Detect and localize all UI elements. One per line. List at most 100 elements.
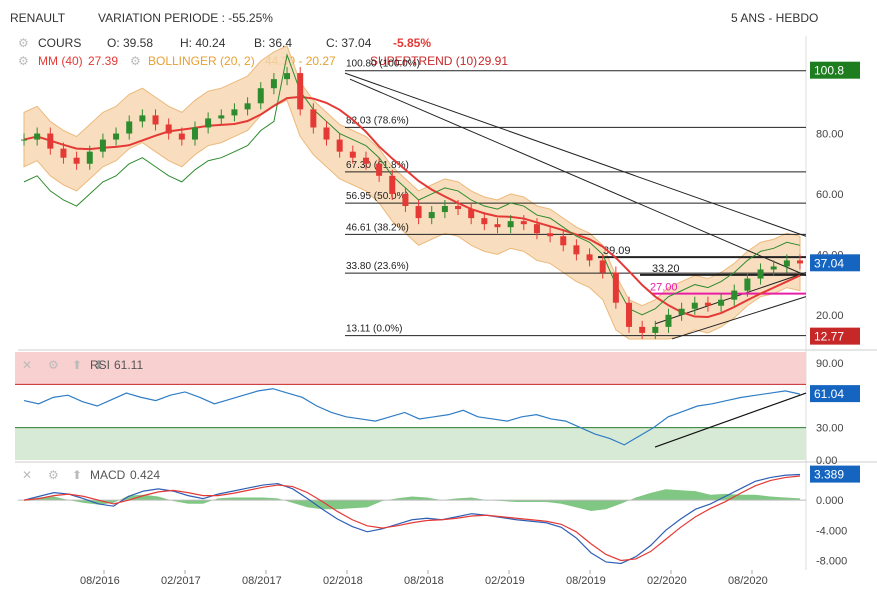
moving-average-line: [23, 95, 801, 318]
x-tick-label: 08/2018: [404, 575, 444, 587]
candle-body: [652, 326, 659, 333]
supertrend-label: SUPERTREND (10): [370, 54, 478, 68]
move-down-icon[interactable]: ⬇: [94, 358, 105, 372]
close-icon[interactable]: ✕: [22, 358, 33, 372]
candle-body: [60, 148, 67, 158]
move-up-icon[interactable]: ⬆: [72, 468, 83, 482]
change-value: -5.85%: [393, 36, 432, 50]
candle-body: [402, 193, 409, 207]
candle-body: [428, 212, 435, 219]
candle-body: [547, 233, 554, 237]
candle-body: [744, 278, 751, 291]
candle-body: [323, 127, 330, 140]
settings-icon[interactable]: ⚙: [18, 54, 29, 68]
x-tick-label: 08/2017: [242, 575, 282, 587]
rsi-badge-text: 61.04: [814, 387, 844, 401]
symbol-title: RENAULT: [10, 11, 66, 25]
oversold-zone: [15, 427, 806, 460]
variation-text: VARIATION PERIODE : -55.25%: [98, 11, 273, 25]
candle-body: [494, 224, 501, 228]
open-value: O: 39.58: [107, 36, 154, 50]
candle-body: [165, 124, 172, 134]
candle-body: [560, 236, 567, 246]
high-badge-text: 100.8: [814, 64, 844, 78]
candle-body: [704, 302, 711, 306]
candle-body: [21, 139, 27, 141]
rsi-label: RSI: [90, 358, 111, 372]
price-legend: ⚙ COURS O: 39.58 H: 40.24 B: 36.4 C: 37.…: [18, 36, 478, 70]
candle-body: [349, 151, 356, 158]
candle-body: [270, 79, 277, 89]
candle-body: [336, 139, 343, 152]
supertrend-line: [23, 53, 801, 316]
mm-label: MM (40): [38, 54, 83, 68]
candle-body: [520, 221, 527, 225]
x-tick-label: 02/2019: [485, 575, 525, 587]
signal-line: [23, 475, 801, 562]
fib-label: 13.11 (0.0%): [346, 324, 403, 335]
cours-label: COURS: [38, 36, 82, 50]
x-tick-label: 02/2018: [323, 575, 363, 587]
header-bar: RENAULT VARIATION PERIODE : -55.25% 5 AN…: [0, 0, 877, 36]
macd-badge-text: 3.389: [814, 468, 844, 482]
candle-body: [139, 115, 146, 122]
candle-body: [507, 221, 514, 228]
candle-body: [126, 121, 133, 134]
y-tick-label: -8.000: [816, 555, 847, 567]
y-tick-label: 20.00: [816, 310, 844, 322]
candle-body: [626, 302, 633, 327]
level-label: 39.09: [603, 245, 631, 257]
trendline: [671, 296, 807, 340]
macd-label: MACD: [90, 468, 126, 482]
candle-body: [47, 133, 54, 149]
fib-label: 46.61 (38.2%): [346, 222, 409, 233]
y-tick-label: 30.00: [816, 423, 844, 435]
close-icon[interactable]: ✕: [22, 468, 33, 482]
x-tick-label: 02/2017: [161, 575, 201, 587]
high-badge: [810, 61, 860, 79]
range-selector[interactable]: 5 ANS - HEBDO: [731, 11, 819, 25]
candle-body: [718, 299, 725, 306]
fib-label: 100.80 (100.0%): [346, 59, 420, 70]
candle-body: [415, 206, 422, 219]
candle-body: [678, 308, 685, 315]
rsi-badge: [810, 385, 860, 403]
level-label: 27.00: [650, 282, 678, 294]
fib-label: 82.03 (78.6%): [346, 115, 409, 126]
macd-value: 0.424: [130, 468, 161, 482]
trendline: [344, 72, 807, 237]
settings-icon[interactable]: ⚙: [48, 468, 59, 482]
low-badge-text: 12.77: [814, 330, 844, 344]
candle-body: [310, 109, 317, 128]
candle-body: [218, 115, 225, 119]
x-tick-label: 02/2020: [647, 575, 687, 587]
candle-body: [586, 254, 593, 261]
price-badge-text: 37.04: [814, 256, 844, 270]
mm-value: 27.39: [88, 54, 119, 68]
candle-body: [612, 272, 619, 303]
bollinger-label: BOLLINGER (20, 2): [148, 54, 255, 68]
candle-body: [468, 209, 475, 219]
candle-body: [86, 151, 93, 164]
candle-body: [376, 163, 383, 176]
settings-icon[interactable]: ⚙: [130, 54, 141, 68]
candle-body: [284, 73, 291, 80]
rsi-value: 61.11: [114, 358, 144, 372]
fib-label: 33.80 (23.6%): [346, 261, 409, 272]
candle-body: [455, 206, 462, 210]
candle-body: [362, 157, 369, 164]
trendline: [349, 78, 807, 276]
level-label: 33.20: [652, 263, 680, 275]
candle-body: [244, 103, 251, 110]
candle-body: [533, 224, 540, 234]
candle-body: [113, 133, 120, 140]
candle-body: [205, 118, 212, 128]
settings-icon[interactable]: ⚙: [18, 36, 29, 50]
settings-icon[interactable]: ⚙: [48, 358, 59, 372]
rsi-trendline: [654, 392, 807, 448]
low-badge: [810, 327, 860, 345]
move-up-icon[interactable]: ⬆: [72, 358, 83, 372]
candle-body: [99, 139, 106, 152]
rsi-line: [23, 388, 801, 446]
candle-body: [441, 206, 448, 213]
